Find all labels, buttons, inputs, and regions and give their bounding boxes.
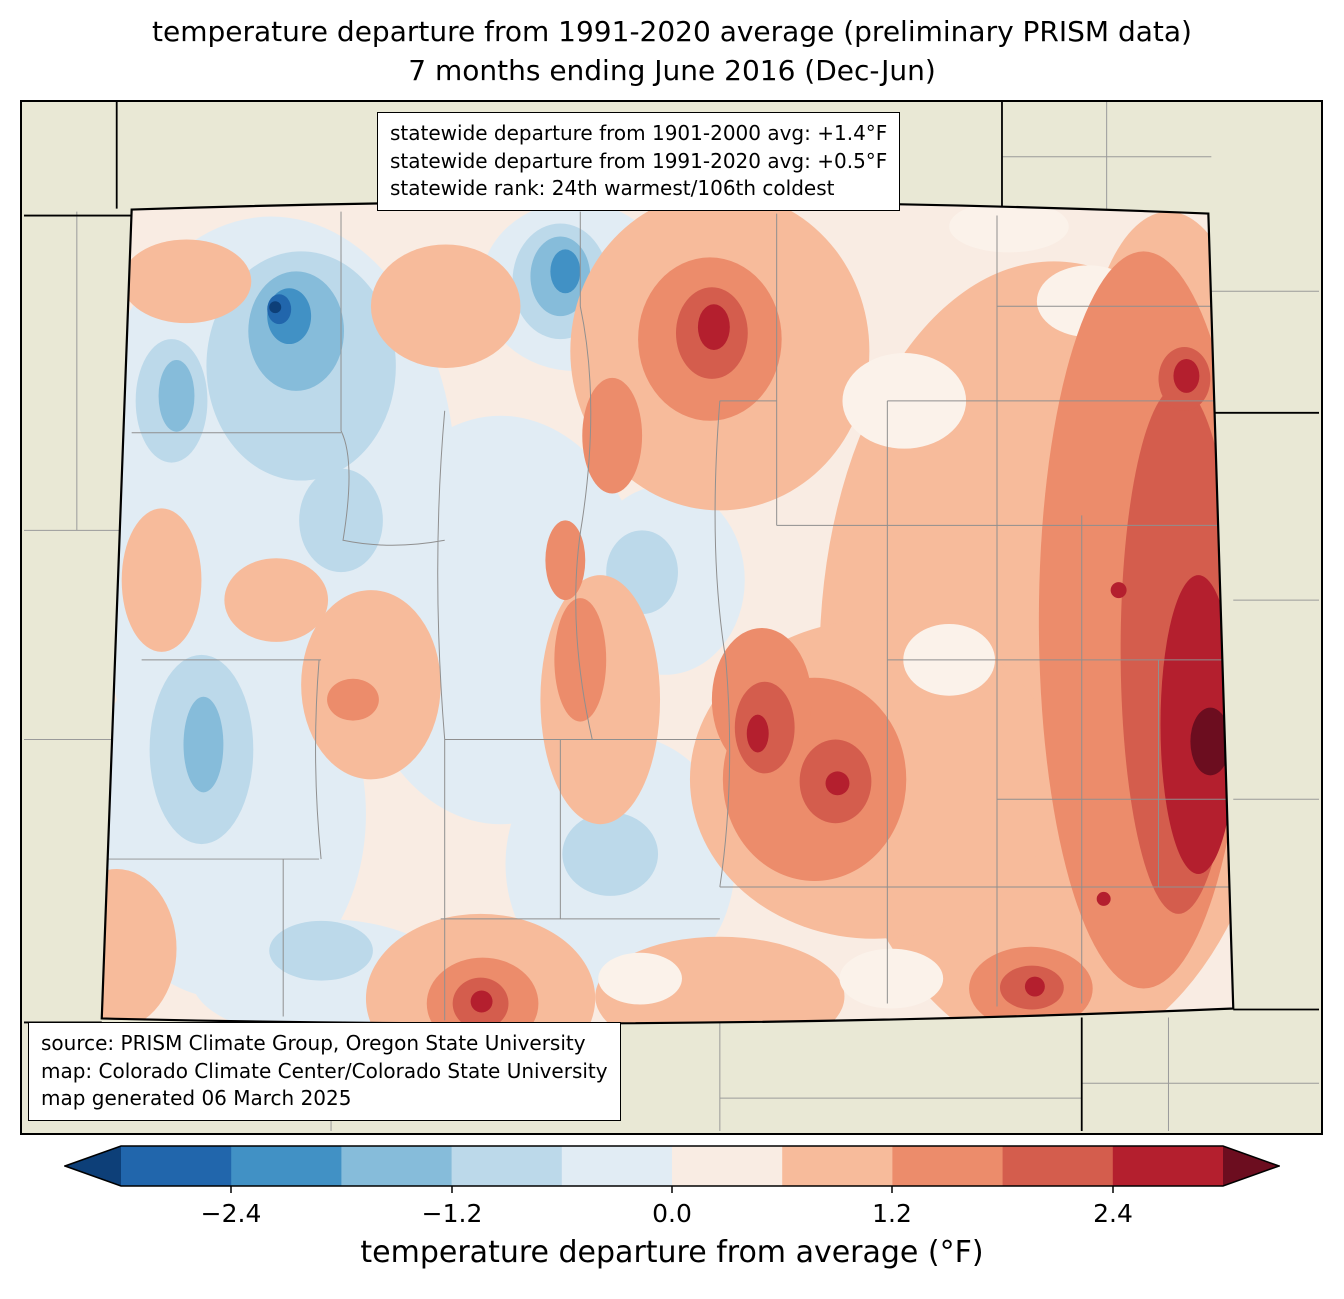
colorado-map-canvas <box>23 102 1320 1132</box>
map-credit-line: map: Colorado Climate Center/Colorado St… <box>41 1058 608 1083</box>
tick-label-zero: 0.0 <box>652 1199 692 1228</box>
tick-label-neg-1-2: −1.2 <box>421 1199 483 1228</box>
colorbar-tick-labels: −2.4 −1.2 0.0 1.2 2.4 <box>64 1199 1280 1231</box>
contour-blobs <box>101 201 1234 1024</box>
stats-line-1991-2020: statewide departure from 1991-2020 avg: … <box>390 148 888 173</box>
statewide-stats-box: statewide departure from 1901-2000 avg: … <box>377 112 901 211</box>
tick-label-neg-2-4: −2.4 <box>200 1199 262 1228</box>
source-line: source: PRISM Climate Group, Oregon Stat… <box>41 1031 586 1056</box>
colorbar-segments <box>121 1146 1224 1186</box>
figure-title-line1: temperature departure from 1991-2020 ave… <box>152 15 1192 48</box>
county-lines <box>101 211 1232 1021</box>
colorbar-left-arrow <box>65 1146 121 1186</box>
source-box: source: PRISM Climate Group, Oregon Stat… <box>28 1022 621 1121</box>
figure-title: temperature departure from 1991-2020 ave… <box>0 12 1344 90</box>
tick-label-pos-1-2: 1.2 <box>872 1199 912 1228</box>
map-generated-line: map generated 06 March 2025 <box>41 1086 352 1111</box>
figure-title-line2: 7 months ending June 2016 (Dec-Jun) <box>408 54 936 88</box>
stats-line-1901-2000: statewide departure from 1901-2000 avg: … <box>390 121 888 145</box>
colorbar: −2.4 −1.2 0.0 1.2 2.4 temperature depart… <box>62 1145 1282 1270</box>
colorbar-outline <box>62 1145 1282 1187</box>
neighbor-state-lines <box>23 102 1320 1132</box>
stats-line-rank: statewide rank: 24th warmest/106th colde… <box>390 176 835 201</box>
tick-label-pos-2-4: 2.4 <box>1093 1199 1133 1228</box>
colorbar-right-arrow <box>1223 1146 1279 1186</box>
colorbar-ticks <box>230 1186 1114 1193</box>
map-frame: statewide departure from 1901-2000 avg: … <box>20 100 1323 1135</box>
colorbar-axis-label: temperature departure from average (°F) <box>360 1235 984 1270</box>
colorbar-canvas <box>62 1145 1282 1193</box>
